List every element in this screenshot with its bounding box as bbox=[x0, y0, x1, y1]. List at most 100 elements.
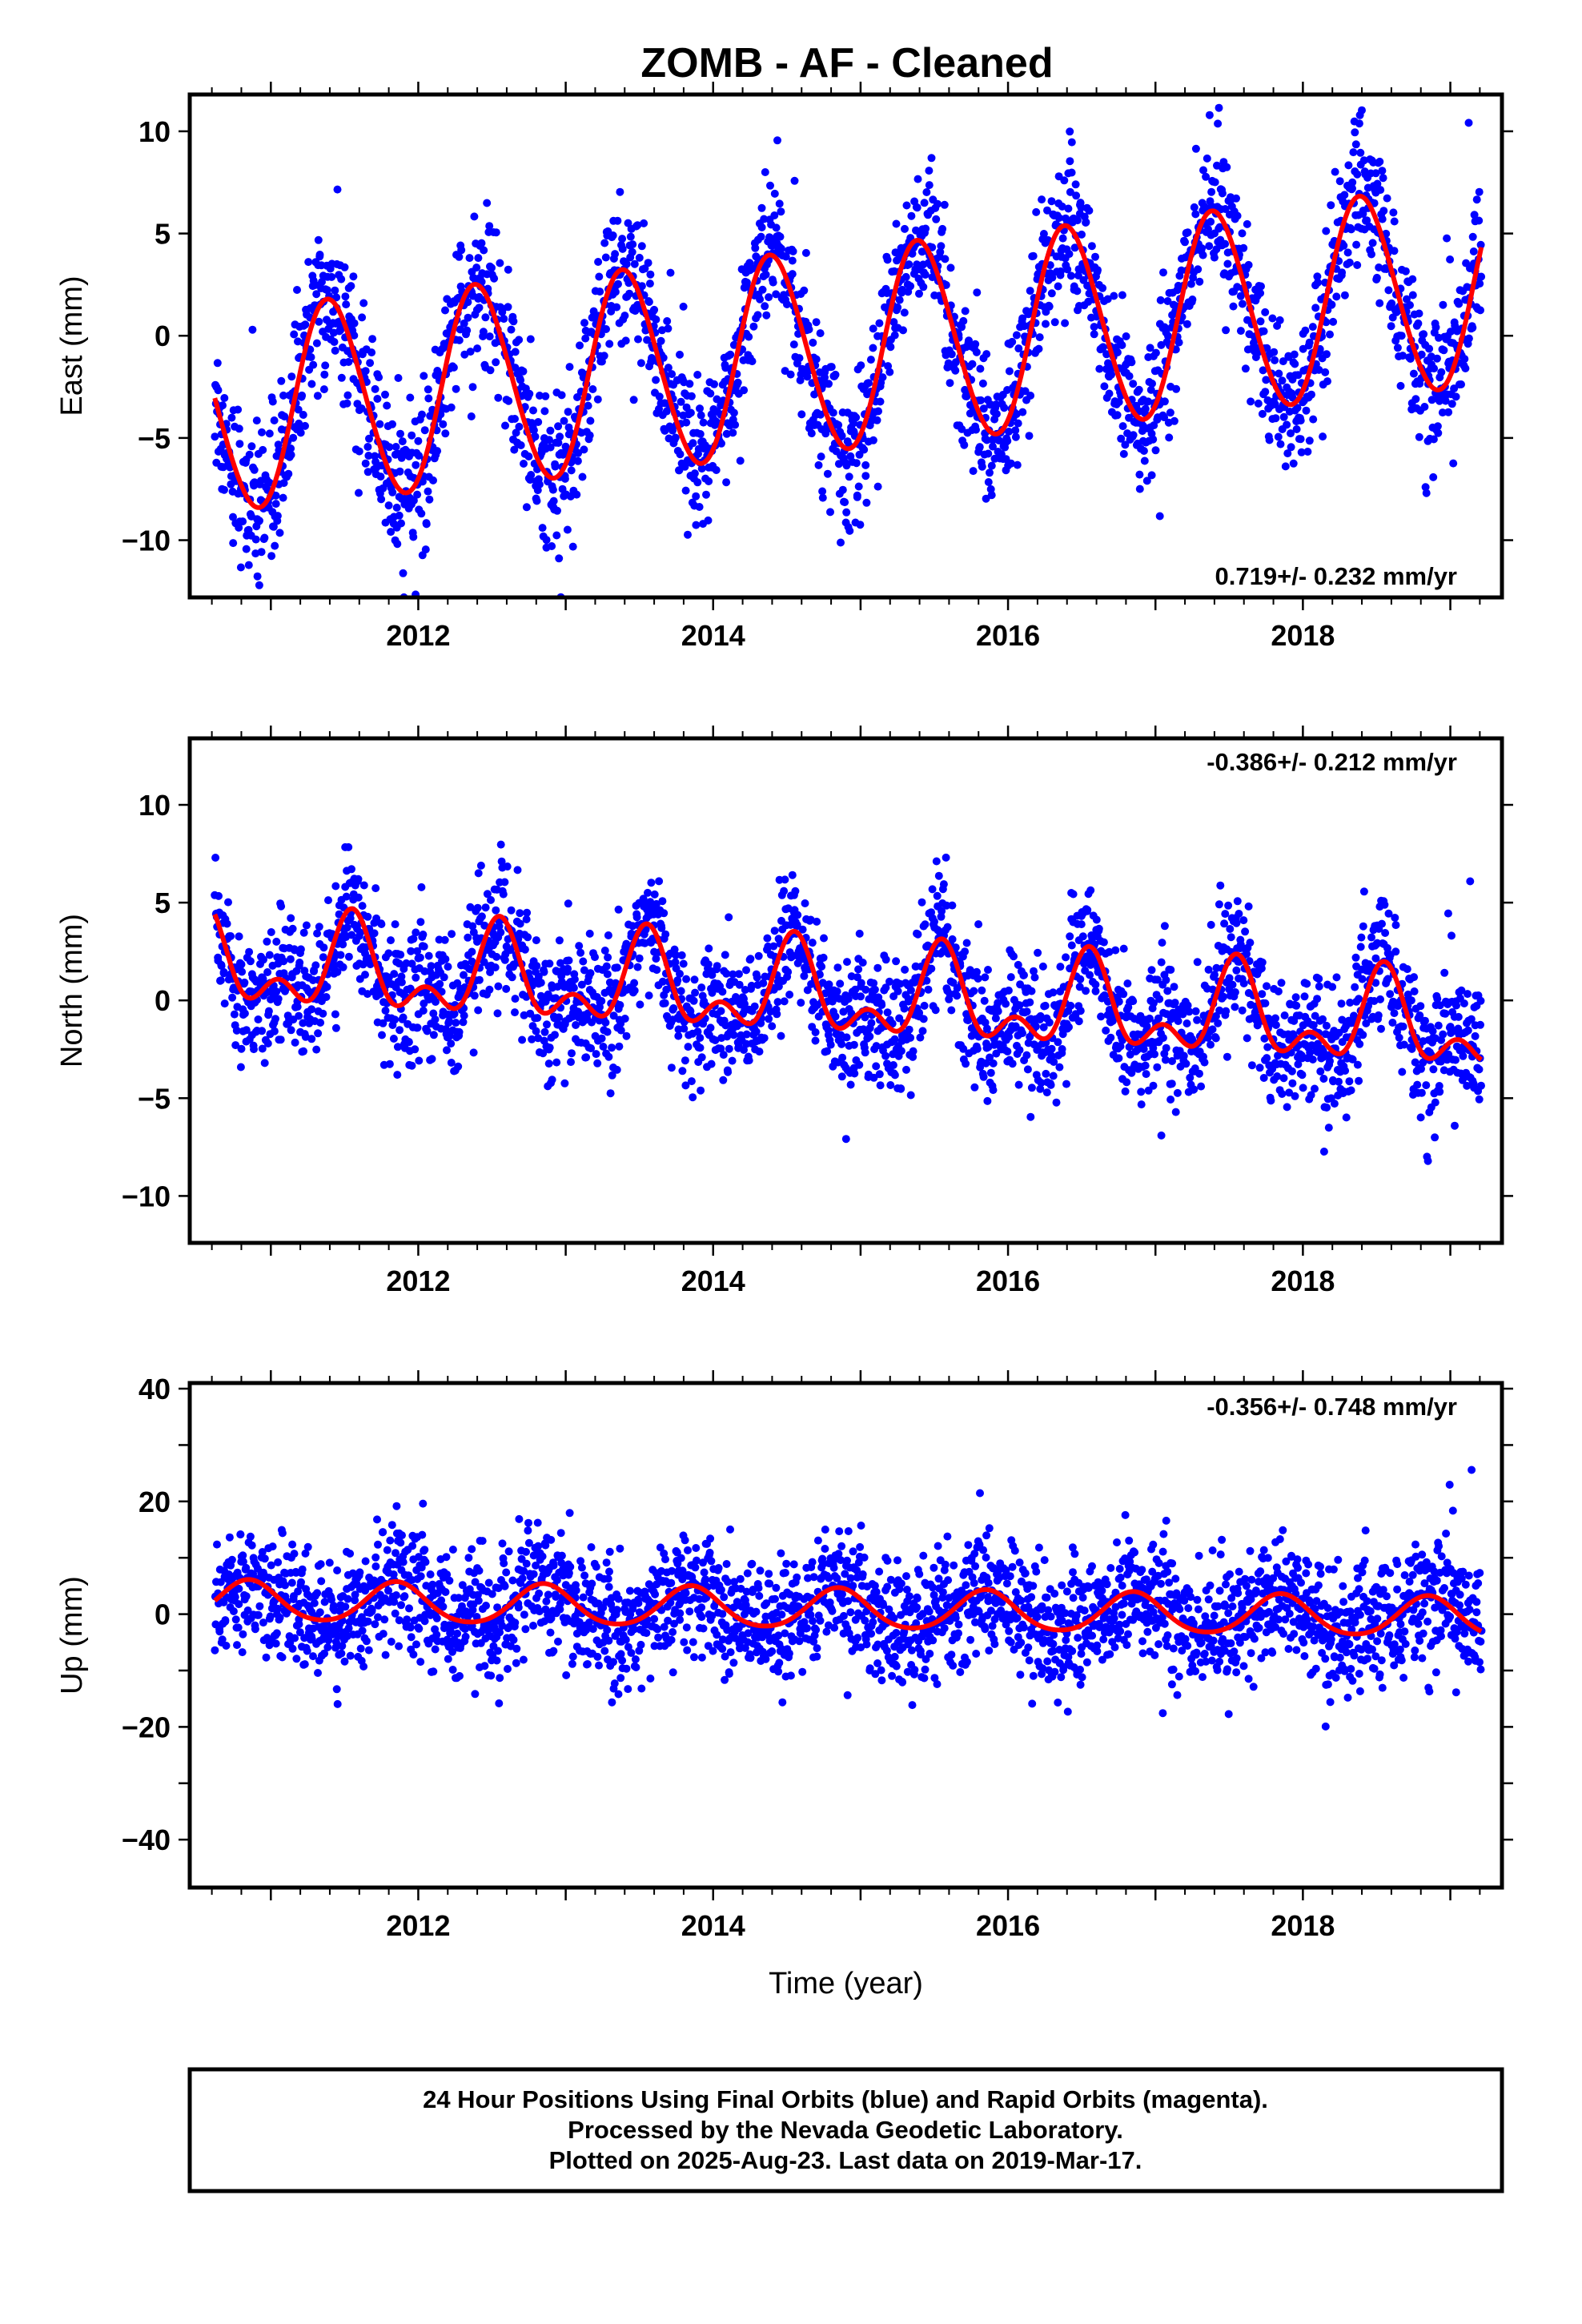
data-point bbox=[798, 925, 807, 934]
data-point bbox=[682, 403, 691, 412]
data-point bbox=[982, 1024, 991, 1033]
data-point bbox=[693, 1027, 702, 1036]
data-point bbox=[797, 410, 806, 419]
data-point bbox=[1368, 239, 1377, 247]
data-point bbox=[1042, 1069, 1050, 1078]
data-point bbox=[620, 1015, 629, 1023]
data-point bbox=[466, 903, 475, 911]
data-point bbox=[1173, 1088, 1182, 1097]
data-point bbox=[1229, 302, 1238, 311]
data-point bbox=[381, 1007, 390, 1015]
data-point bbox=[1223, 1052, 1231, 1061]
data-point bbox=[1113, 411, 1122, 420]
data-point bbox=[554, 439, 563, 447]
data-point bbox=[1014, 344, 1023, 353]
data-point bbox=[1263, 982, 1271, 991]
data-point bbox=[312, 1045, 321, 1054]
data-point bbox=[1290, 350, 1299, 359]
data-point bbox=[845, 472, 853, 481]
data-point bbox=[415, 452, 424, 460]
data-point bbox=[614, 279, 622, 288]
data-point bbox=[951, 366, 960, 375]
data-point bbox=[1114, 398, 1123, 406]
data-point bbox=[544, 1059, 553, 1068]
data-point bbox=[1039, 1023, 1048, 1031]
data-point bbox=[630, 259, 639, 268]
data-point bbox=[1232, 194, 1240, 203]
data-point bbox=[293, 1003, 302, 1011]
data-point bbox=[1099, 938, 1108, 947]
data-point bbox=[333, 185, 342, 194]
data-point bbox=[697, 1053, 706, 1062]
data-point bbox=[790, 176, 799, 185]
data-point bbox=[934, 871, 943, 880]
data-point bbox=[1297, 448, 1306, 456]
data-point bbox=[820, 934, 828, 943]
data-point bbox=[389, 1035, 398, 1043]
data-point bbox=[1174, 1017, 1182, 1025]
data-point bbox=[823, 1047, 832, 1055]
data-point bbox=[630, 979, 639, 987]
data-point bbox=[1228, 980, 1237, 989]
data-point bbox=[1307, 1041, 1316, 1050]
data-point bbox=[603, 970, 612, 979]
data-point bbox=[1221, 910, 1230, 919]
data-point bbox=[842, 461, 851, 470]
data-point bbox=[511, 415, 519, 423]
data-point bbox=[422, 520, 431, 529]
data-point bbox=[564, 408, 572, 416]
data-point bbox=[251, 535, 260, 544]
data-point bbox=[600, 239, 609, 247]
data-point bbox=[1338, 268, 1347, 277]
data-point bbox=[801, 899, 809, 907]
data-point bbox=[460, 319, 468, 328]
data-point bbox=[758, 285, 767, 294]
data-point bbox=[263, 1039, 272, 1047]
data-point bbox=[1069, 890, 1078, 899]
data-point bbox=[1191, 210, 1200, 219]
data-point bbox=[287, 451, 295, 459]
data-point bbox=[258, 1027, 267, 1035]
data-point bbox=[780, 887, 789, 895]
data-point bbox=[725, 913, 733, 922]
data-point bbox=[486, 366, 495, 375]
data-point bbox=[309, 360, 318, 369]
data-point bbox=[1276, 440, 1285, 448]
data-point bbox=[961, 947, 970, 956]
data-point bbox=[1375, 157, 1384, 166]
data-point bbox=[1058, 1045, 1066, 1053]
data-point bbox=[554, 422, 563, 431]
data-point bbox=[611, 250, 620, 259]
data-point bbox=[809, 338, 817, 347]
data-point bbox=[286, 955, 295, 963]
data-point bbox=[904, 995, 913, 1003]
data-point bbox=[1149, 1081, 1158, 1090]
data-point bbox=[1296, 416, 1305, 425]
data-point bbox=[1281, 462, 1290, 471]
data-point bbox=[523, 908, 532, 917]
data-point bbox=[599, 1043, 608, 1051]
data-point bbox=[1472, 195, 1481, 204]
data-point bbox=[1083, 906, 1092, 915]
data-point bbox=[411, 1045, 420, 1054]
data-point bbox=[1210, 253, 1219, 262]
data-point bbox=[1241, 364, 1250, 373]
data-point bbox=[264, 1007, 273, 1015]
data-point bbox=[1309, 1021, 1318, 1030]
data-point bbox=[238, 967, 247, 976]
data-point bbox=[691, 988, 700, 997]
data-point bbox=[726, 350, 735, 359]
data-point bbox=[460, 1011, 468, 1020]
data-point bbox=[419, 1007, 428, 1015]
data-point bbox=[994, 436, 1003, 444]
data-point bbox=[557, 971, 566, 980]
data-point bbox=[376, 472, 385, 481]
data-point bbox=[480, 246, 488, 255]
data-point bbox=[742, 1030, 751, 1039]
y-tick-label: 10 bbox=[139, 115, 171, 148]
data-point bbox=[595, 272, 604, 281]
data-point bbox=[1262, 376, 1271, 384]
data-point bbox=[1125, 372, 1134, 380]
data-point bbox=[970, 987, 978, 995]
model-fit-line bbox=[212, 193, 1484, 510]
